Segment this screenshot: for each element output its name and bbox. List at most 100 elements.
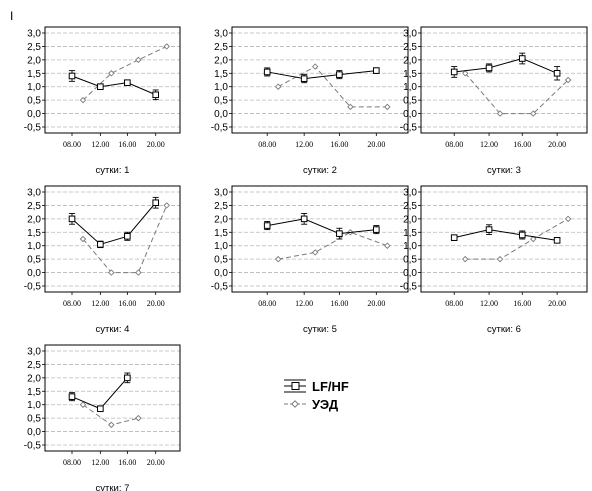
panel-title: сутки: 3 [487, 165, 521, 176]
y-tick-label: -0,5 [400, 282, 418, 293]
y-tick-label: -0,5 [211, 123, 229, 134]
legend-marker-ued [291, 400, 299, 408]
y-tick-label: 2,0 [403, 55, 417, 66]
x-tick-label: 08.00 [63, 458, 81, 467]
point-lfhf [553, 69, 561, 77]
y-tick-label: 0,5 [27, 255, 41, 266]
point-ued [108, 269, 115, 276]
series-line-lfhf [71, 202, 157, 245]
point-lfhf [97, 83, 104, 91]
y-tick-label: 3,0 [214, 29, 228, 40]
y-tick-label: 1,5 [27, 387, 41, 398]
point-ued [79, 96, 87, 104]
legend-label-lfhf: LF/HF [312, 379, 349, 394]
point-ued [347, 103, 354, 111]
y-tick-label: 1,0 [214, 241, 228, 252]
point-lfhf [68, 393, 76, 400]
series-line-lfhf [267, 218, 377, 235]
y-tick-label: 0,5 [403, 96, 417, 107]
x-tick-label: 16.00 [330, 299, 348, 308]
series-line-ued [82, 404, 139, 426]
y-tick-label: -0,5 [24, 123, 42, 134]
y-tick-label: 1,5 [403, 69, 417, 80]
x-tick-label: 12.00 [295, 299, 313, 308]
point-ued [461, 255, 469, 263]
point-ued [384, 242, 391, 249]
point-lfhf [450, 68, 458, 76]
panel-title: сутки: 4 [96, 324, 130, 335]
point-lfhf [68, 215, 76, 223]
y-tick-label: 2,5 [403, 42, 417, 53]
y-tick-label: 3,0 [403, 188, 417, 199]
panel-5: 3,0 2,5 2,0 1,5 1,0 0,5 0,0 -0,5 08.00 12.00 16.00… [211, 185, 409, 335]
series-line-lfhf [454, 57, 558, 74]
y-tick-label: -0,5 [24, 441, 42, 452]
x-tick-label: 12.00 [295, 140, 313, 149]
point-ued [384, 103, 391, 111]
point-lfhf [263, 222, 271, 229]
y-tick-label: 0,0 [403, 268, 417, 279]
point-ued [79, 401, 87, 408]
x-tick-label: 08.00 [445, 140, 463, 149]
series-line-lfhf [267, 70, 377, 80]
series-line-ued [277, 65, 388, 108]
point-ued [564, 76, 572, 84]
y-tick-label: 2,5 [27, 201, 41, 212]
point-lfhf [336, 71, 343, 78]
y-tick-label: 0,0 [214, 268, 228, 279]
x-tick-label: 16.00 [513, 140, 531, 149]
x-tick-label: 12.00 [91, 140, 109, 149]
y-tick-label: -0,5 [24, 282, 42, 293]
point-ued [163, 43, 170, 50]
y-tick-label: -0,5 [400, 123, 418, 134]
point-lfhf [485, 64, 493, 72]
y-tick-label: 1,0 [403, 82, 417, 93]
point-ued [461, 70, 469, 77]
point-ued [135, 414, 142, 422]
point-lfhf [300, 215, 308, 223]
plot-frame [231, 185, 409, 293]
point-lfhf [124, 233, 131, 240]
x-tick-label: 08.00 [63, 140, 81, 149]
x-tick-label: 20.00 [367, 299, 385, 308]
y-tick-label: 3,0 [27, 29, 41, 40]
point-lfhf [373, 67, 380, 74]
point-ued [108, 421, 115, 429]
x-tick-label: 12.00 [91, 458, 109, 467]
x-tick-label: 16.00 [118, 140, 136, 149]
panel-6: 3,0 2,5 2,0 1,5 1,0 0,5 0,0 -0,5 08.00 12.00 16.00… [400, 185, 588, 335]
series-line-lfhf [71, 75, 156, 96]
point-lfhf [152, 199, 159, 207]
panel-2: 3,0 2,5 2,0 1,5 1,0 0,5 0,0 -0,5 08.00 12.00 16.00… [211, 26, 409, 176]
panel-title: сутки: 5 [303, 324, 337, 335]
y-tick-label: 3,0 [403, 29, 417, 40]
y-tick-label: 0,5 [27, 96, 41, 107]
point-ued [564, 215, 572, 223]
point-lfhf [68, 72, 76, 80]
point-ued [496, 110, 504, 117]
y-tick-label: 0,0 [27, 427, 41, 438]
x-tick-label: 20.00 [548, 299, 566, 308]
point-lfhf [263, 68, 271, 76]
y-tick-label: 3,0 [214, 188, 228, 199]
y-tick-label: 3,0 [27, 188, 41, 199]
point-lfhf [152, 91, 159, 99]
point-ued [135, 269, 142, 276]
y-tick-label: 2,0 [403, 214, 417, 225]
point-lfhf [518, 231, 526, 239]
panel-title: сутки: 2 [303, 165, 337, 176]
y-tick-label: 1,5 [27, 228, 41, 239]
series-line-lfhf [454, 229, 558, 241]
point-lfhf [97, 241, 104, 248]
plot-frame [420, 185, 588, 293]
y-tick-label: 0,0 [214, 109, 228, 120]
legend: LF/HF УЭД [284, 379, 349, 412]
y-tick-label: 2,5 [27, 42, 41, 53]
y-tick-label: 0,5 [214, 96, 228, 107]
x-tick-label: 12.00 [91, 299, 109, 308]
y-tick-label: 1,5 [214, 69, 228, 80]
plot-frame [44, 344, 181, 452]
x-tick-label: 08.00 [258, 140, 276, 149]
y-tick-label: 2,5 [403, 201, 417, 212]
